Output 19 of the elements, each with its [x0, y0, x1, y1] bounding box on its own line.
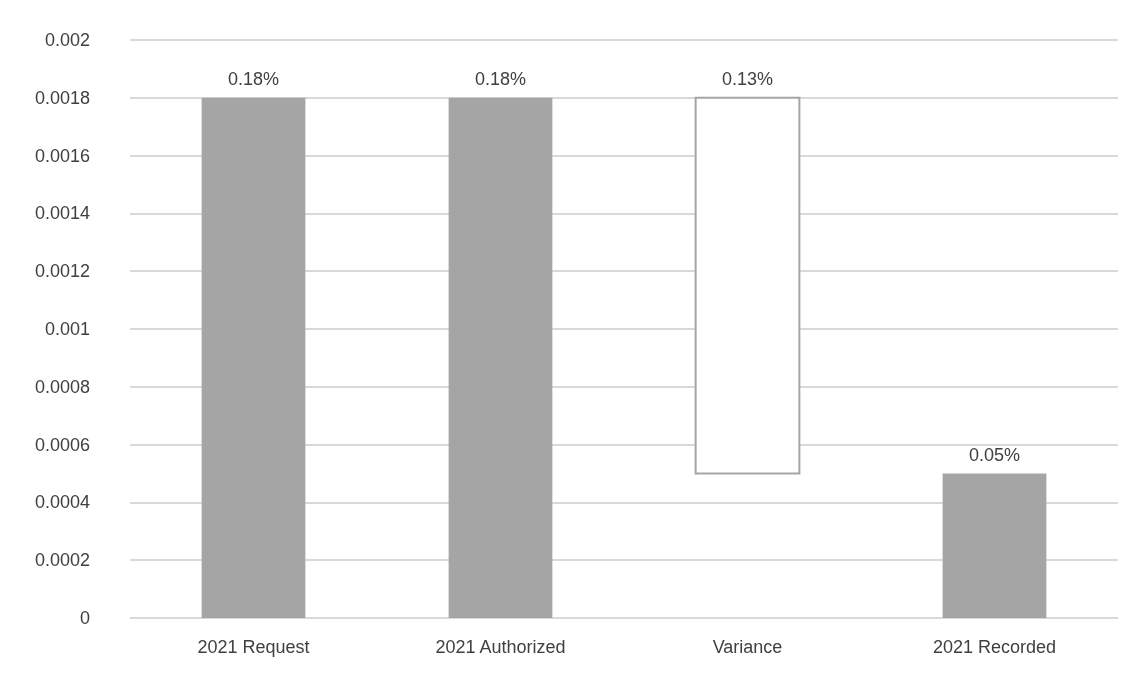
data-label: 0.18%: [227, 68, 280, 89]
y-tick-label: 0.0016: [34, 145, 90, 166]
x-tick-label: 2021 Recorded: [932, 637, 1057, 657]
data-label: 0.18%: [474, 68, 527, 89]
x-tick-label: 2021 Request: [197, 637, 310, 657]
y-tick-label: 0.0012: [34, 261, 90, 282]
x-tick-label: 2021 Authorized: [435, 637, 566, 657]
y-tick-label: 0.0002: [34, 550, 90, 571]
y-tick-label: 0.002: [44, 30, 90, 50]
data-label: 0.05%: [968, 444, 1021, 465]
data-label: 0.13%: [721, 68, 774, 89]
y-tick-label: 0.0018: [34, 87, 90, 108]
y-tick-label: 0.0008: [34, 376, 90, 397]
y-tick-label: 0.0004: [34, 492, 90, 513]
y-tick-label: 0.0006: [34, 434, 90, 455]
y-tick-label: 0.001: [44, 319, 90, 339]
y-tick-label: 0: [79, 608, 90, 628]
y-tick-label: 0.0014: [34, 203, 90, 224]
x-tick-label: Variance: [712, 637, 783, 657]
